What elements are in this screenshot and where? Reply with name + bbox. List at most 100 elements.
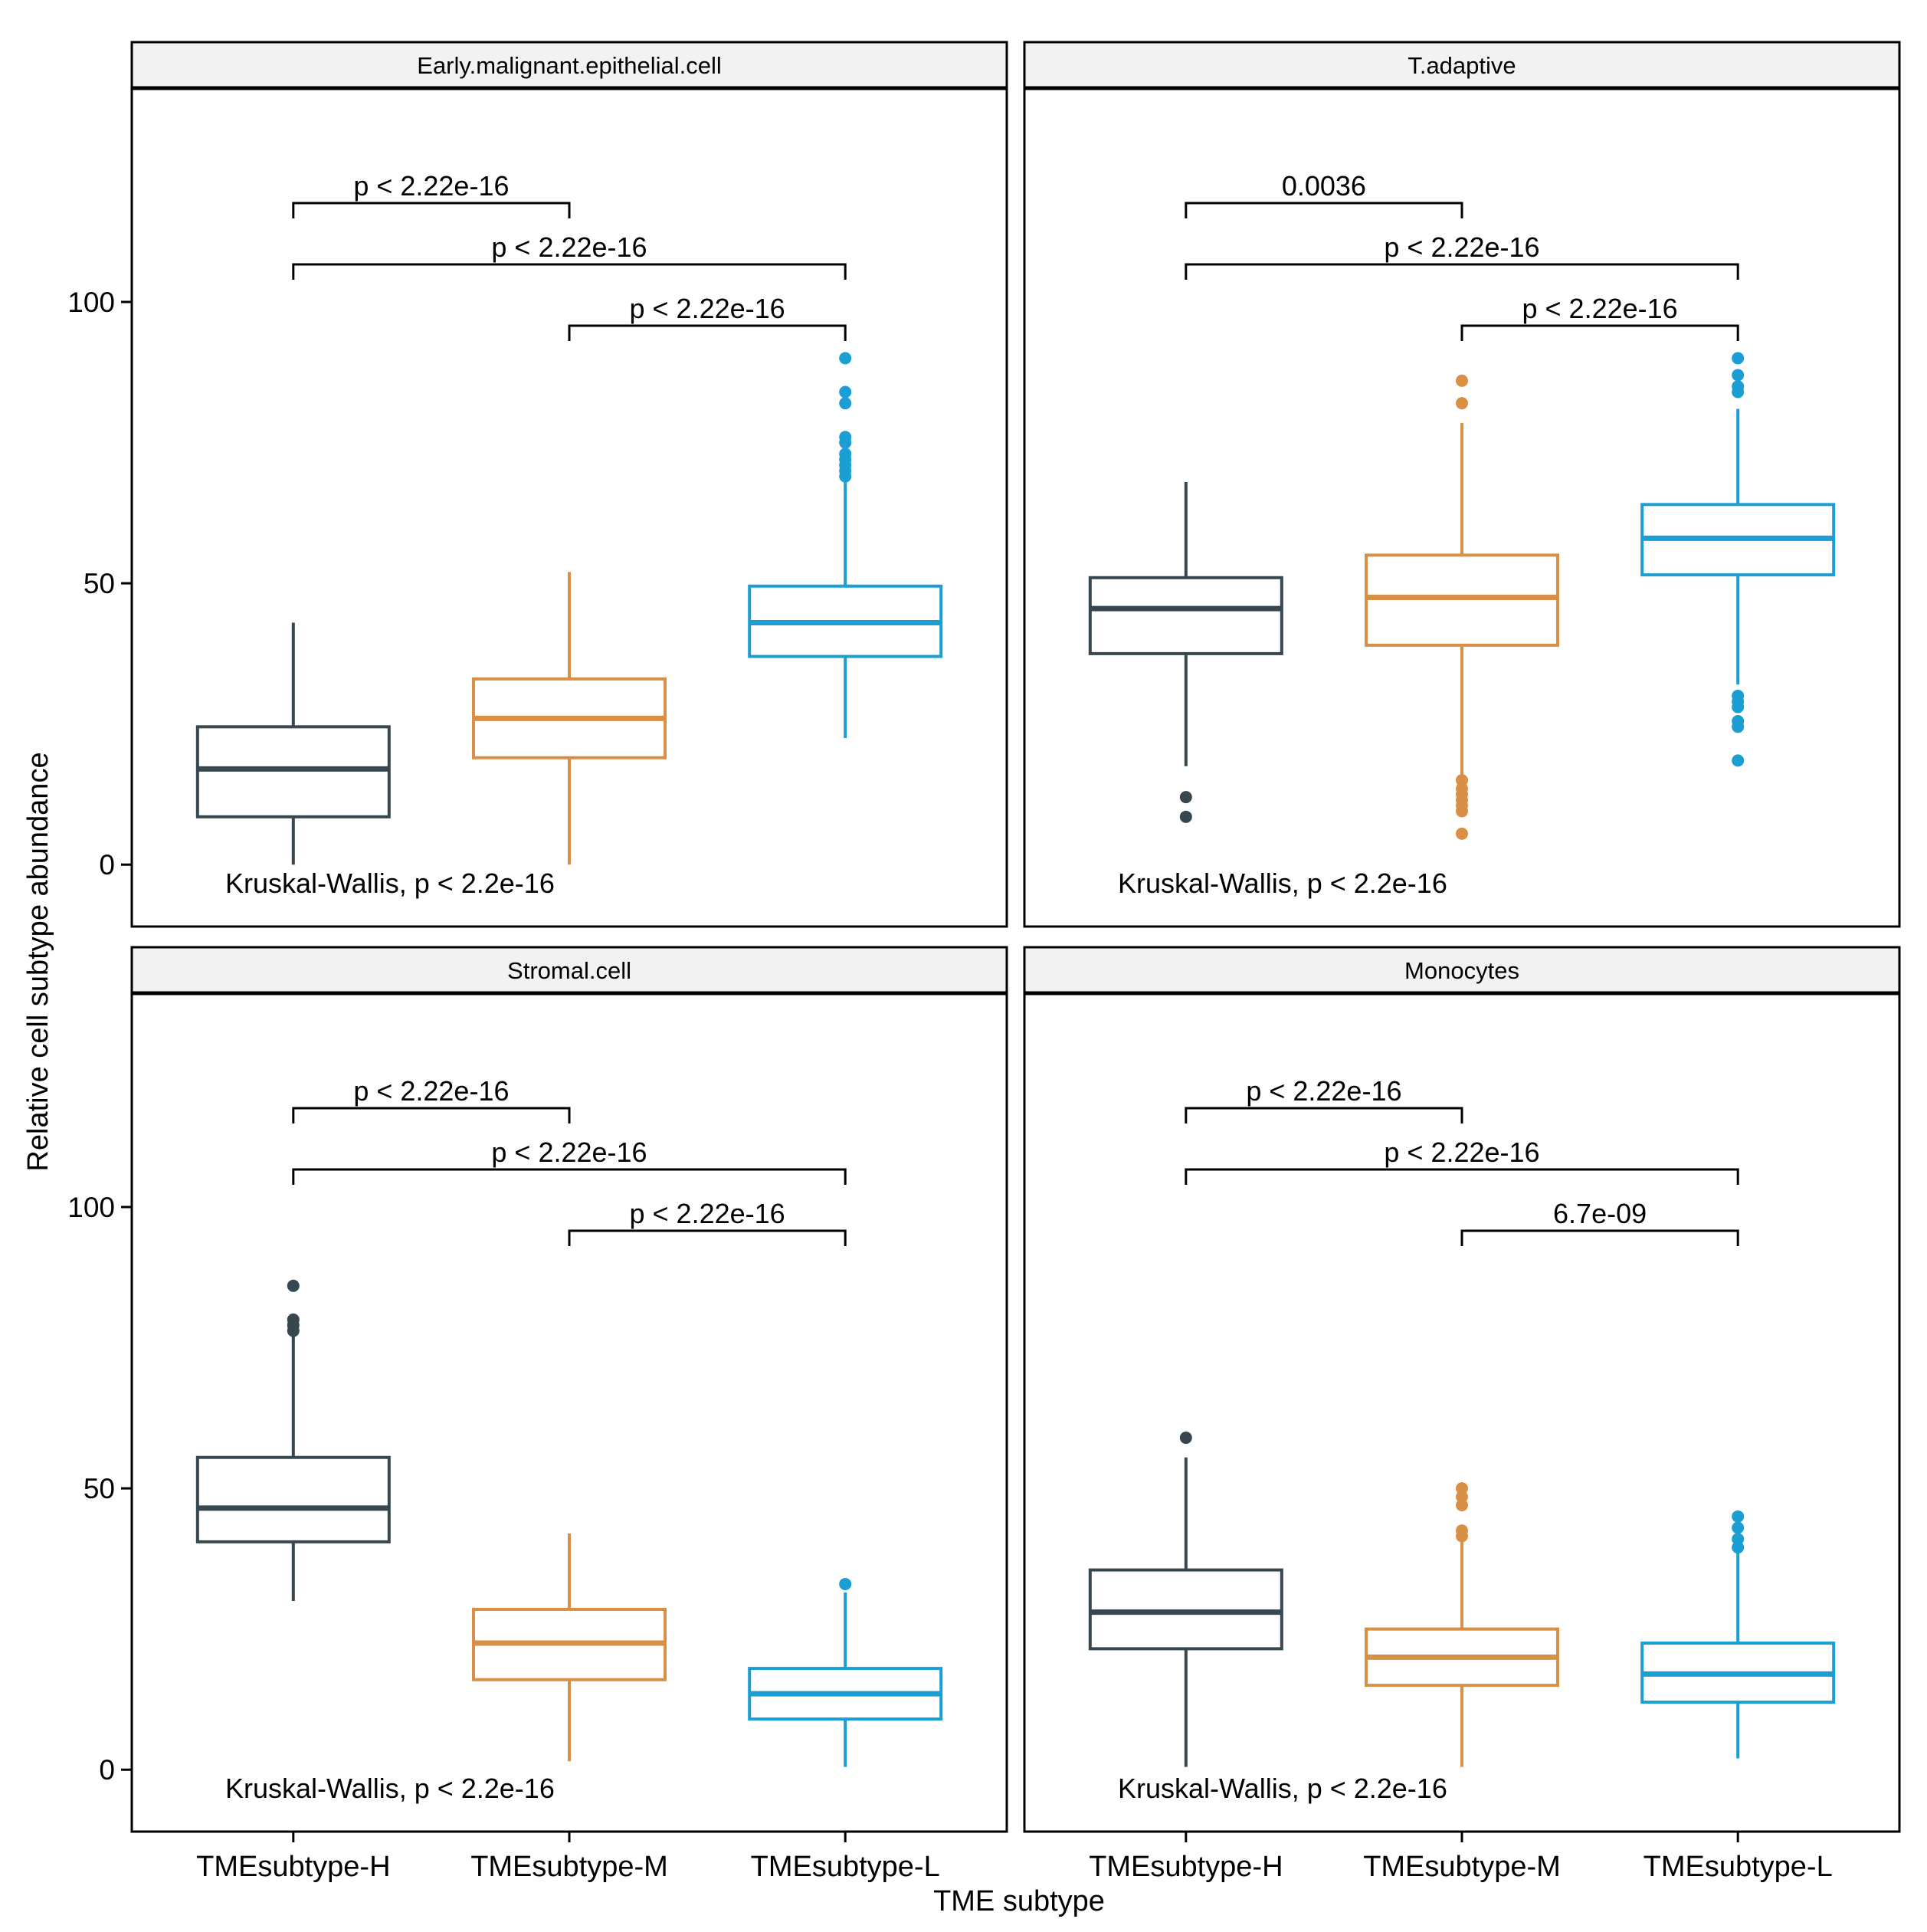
bracket-line: [1185, 263, 1739, 280]
x-tick-label: TMEsubtype-M: [470, 1851, 668, 1883]
y-axis-title: Relative cell subtype abundance: [22, 752, 54, 1171]
panel-strip: [130, 946, 1008, 995]
outlier-point: [1732, 380, 1745, 393]
comparison-label: p < 2.22e-16: [1384, 1137, 1539, 1168]
comparison-bracket: p < 2.22e-16: [1185, 231, 1739, 280]
x-tick-label: TMEsubtype-H: [1089, 1851, 1283, 1883]
outlier-point: [1732, 352, 1745, 365]
outlier-point: [839, 352, 852, 365]
outlier-point: [1732, 1541, 1745, 1554]
panel-3: Stromal.cell 0 50 100 TMEsubtype-H TMEsubtype…: [67, 946, 1008, 1883]
panel-1: Early.malignant.epithelial.cell 0 50 100 p <…: [67, 41, 1008, 928]
comparison-bracket: p < 2.22e-16: [1185, 1137, 1739, 1185]
comparison-label: p < 2.22e-16: [1384, 231, 1539, 263]
outlier-point: [1456, 397, 1468, 410]
y-tick-label: 0: [99, 1754, 115, 1786]
panel-title: Stromal.cell: [507, 957, 631, 984]
y-tick-label: 100: [67, 1192, 115, 1223]
y-tick-label: 100: [67, 287, 115, 318]
outlier-point: [839, 431, 852, 444]
outlier-point: [1456, 1499, 1468, 1512]
panel-2: T.adaptive 0.0036 p < 2.22e-16 p < 2.22e-16…: [1023, 41, 1901, 928]
outlier-point: [1456, 827, 1468, 840]
bracket-line: [568, 324, 847, 341]
kruskal-wallis-label: Kruskal-Wallis, p < 2.2e-16: [1118, 1773, 1447, 1804]
box-tmesubtype-h: [195, 622, 391, 865]
x-tick-label: TMEsubtype-M: [1363, 1851, 1561, 1883]
outlier-point: [1732, 715, 1745, 728]
box-tmesubtype-m: [472, 572, 667, 865]
bracket-line: [1185, 1107, 1463, 1123]
outlier-point: [1179, 791, 1192, 804]
panel-strip: [130, 41, 1008, 90]
outlier-point: [287, 1279, 300, 1292]
outlier-point: [1179, 810, 1192, 823]
outlier-point: [1456, 1524, 1468, 1537]
box-tmesubtype-l: [1640, 1510, 1836, 1759]
x-tick-label: TMEsubtype-H: [196, 1851, 390, 1883]
panel-title: T.adaptive: [1408, 52, 1516, 79]
y-tick-label: 50: [84, 1473, 115, 1504]
box-tmesubtype-l: [1640, 352, 1836, 767]
outlier-point: [839, 385, 852, 399]
outlier-point: [1732, 754, 1745, 767]
bracket-line: [292, 263, 847, 280]
outlier-point: [1732, 1521, 1745, 1534]
outlier-point: [1732, 689, 1745, 702]
bracket-line: [1185, 1168, 1739, 1185]
outlier-point: [1456, 774, 1468, 787]
box-tmesubtype-h: [195, 1279, 391, 1601]
comparison-bracket: 0.0036: [1185, 170, 1463, 218]
bracket-line: [1460, 1229, 1739, 1246]
comparison-label: 6.7e-09: [1553, 1198, 1647, 1229]
panel-strip: [1023, 41, 1901, 90]
outlier-point: [839, 1577, 852, 1590]
kruskal-wallis-label: Kruskal-Wallis, p < 2.2e-16: [1118, 868, 1447, 899]
outlier-point: [1456, 1491, 1468, 1504]
bracket-line: [292, 202, 571, 218]
comparison-bracket: p < 2.22e-16: [1460, 293, 1739, 341]
box-iqr: [195, 1455, 391, 1543]
comparison-label: p < 2.22e-16: [1522, 293, 1678, 324]
outlier-point: [1732, 1510, 1745, 1523]
panel-4: Monocytes TMEsubtype-H TMEsubtype-M TMEsubt…: [1023, 946, 1901, 1883]
comparison-bracket: p < 2.22e-16: [292, 231, 847, 280]
box-tmesubtype-h: [1088, 481, 1283, 823]
outlier-point: [1732, 369, 1745, 382]
bracket-line: [292, 1107, 571, 1123]
kruskal-wallis-label: Kruskal-Wallis, p < 2.2e-16: [225, 868, 555, 899]
outlier-point: [1179, 1432, 1192, 1445]
panel-title: Early.malignant.epithelial.cell: [417, 52, 721, 79]
comparison-bracket: p < 2.22e-16: [568, 293, 847, 341]
panels: Early.malignant.epithelial.cell 0 50 100 p <…: [67, 41, 1901, 1883]
outlier-point: [1456, 1482, 1468, 1495]
comparison-bracket: p < 2.22e-16: [1185, 1075, 1463, 1123]
outlier-point: [839, 397, 852, 410]
comparison-label: p < 2.22e-16: [1246, 1075, 1401, 1107]
x-tick-label: TMEsubtype-L: [751, 1851, 940, 1883]
bracket-line: [568, 1229, 847, 1246]
comparison-label: p < 2.22e-16: [353, 1075, 509, 1107]
comparison-bracket: p < 2.22e-16: [292, 1137, 847, 1185]
x-tick-label: TMEsubtype-L: [1644, 1851, 1833, 1883]
comparison-label: p < 2.22e-16: [630, 293, 785, 324]
comparison-label: p < 2.22e-16: [353, 170, 509, 202]
y-tick-label: 50: [84, 568, 115, 599]
comparison-bracket: p < 2.22e-16: [568, 1198, 847, 1246]
box-iqr: [1088, 576, 1283, 655]
box-iqr: [195, 725, 391, 818]
outlier-point: [1456, 374, 1468, 387]
outlier-point: [839, 448, 852, 461]
comparison-label: p < 2.22e-16: [491, 1137, 647, 1168]
box-iqr: [1088, 1568, 1283, 1651]
box-tmesubtype-l: [748, 1577, 943, 1767]
comparison-bracket: p < 2.22e-16: [292, 170, 571, 218]
bracket-line: [292, 1168, 847, 1185]
comparison-label: p < 2.22e-16: [630, 1198, 785, 1229]
bracket-line: [1185, 202, 1463, 218]
comparison-bracket: p < 2.22e-16: [292, 1075, 571, 1123]
comparison-label: 0.0036: [1282, 170, 1366, 202]
box-tmesubtype-m: [472, 1533, 667, 1762]
comparison-bracket: 6.7e-09: [1460, 1198, 1739, 1246]
